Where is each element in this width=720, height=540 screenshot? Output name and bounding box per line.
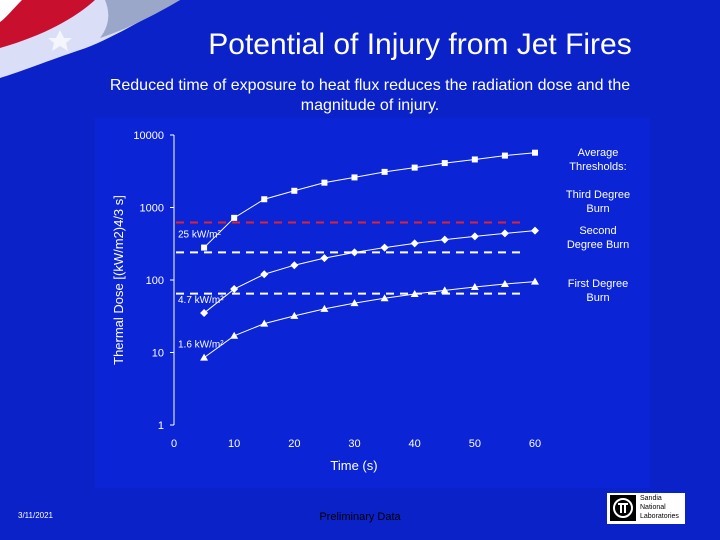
x-tick-label: 50: [469, 438, 481, 450]
y-tick-label: 10: [152, 348, 164, 360]
preliminary-data-note: Preliminary Data: [319, 511, 401, 523]
x-tick-label: 40: [409, 438, 421, 450]
series-label: 1.6 kW/m²: [178, 340, 224, 351]
data-point-triangle: [260, 319, 269, 327]
data-point-diamond: [410, 239, 419, 248]
data-point-square: [291, 187, 298, 194]
data-point-triangle: [320, 304, 329, 312]
x-tick-label: 10: [228, 438, 240, 450]
data-point-diamond: [350, 248, 359, 257]
data-point-triangle: [200, 353, 209, 361]
data-point-triangle: [470, 283, 479, 291]
data-point-square: [321, 179, 328, 186]
data-point-diamond: [290, 261, 299, 270]
series-line: [203, 230, 536, 314]
x-tick-label: 0: [171, 438, 177, 450]
data-point-triangle: [230, 331, 239, 339]
sandia-logo: Sandia National Laboratories: [607, 493, 685, 524]
data-point-triangle: [380, 294, 389, 302]
data-point-diamond: [500, 229, 509, 238]
legend-entry: First Degree Burn: [568, 278, 629, 304]
slide-date: 3/11/2021: [18, 511, 53, 520]
data-point-square: [231, 214, 238, 221]
x-tick-label: 20: [288, 438, 300, 450]
slide-subtitle: Reduced time of exposure to heat flux re…: [109, 77, 631, 114]
data-point-square: [261, 196, 268, 203]
data-point-triangle: [500, 280, 509, 288]
data-point-diamond: [320, 254, 329, 263]
data-point-triangle: [290, 311, 299, 319]
data-point-diamond: [531, 226, 539, 235]
data-point-diamond: [470, 232, 479, 241]
data-point-diamond: [380, 243, 389, 252]
data-point-triangle: [350, 299, 359, 307]
data-point-square: [201, 244, 208, 251]
flag-emblem: [0, 0, 180, 78]
x-tick-label: 30: [348, 438, 360, 450]
data-point-diamond: [440, 235, 449, 244]
series-line: [203, 152, 536, 248]
data-point-square: [351, 174, 358, 181]
data-point-square: [471, 156, 478, 163]
data-point-square: [381, 168, 388, 175]
data-point-square: [411, 164, 418, 171]
y-axis-title: Thermal Dose [(kW/m2)4/3 s]: [111, 195, 126, 365]
sandia-logo-mark: [610, 495, 636, 521]
y-tick-label: 1: [158, 420, 164, 432]
legend-heading: Average Thresholds:: [569, 147, 626, 173]
y-tick-label: 10000: [133, 130, 164, 142]
series-label: 4.7 kW/m²: [178, 295, 224, 306]
data-point-square: [501, 152, 508, 159]
legend-entry: Third Degree Burn: [566, 189, 630, 215]
data-point-triangle: [440, 286, 449, 294]
sandia-logo-text: Sandia National Laboratories: [640, 495, 679, 520]
x-tick-label: 60: [529, 438, 541, 450]
data-point-diamond: [230, 285, 239, 294]
data-point-square: [441, 160, 448, 167]
thermal-dose-chart: Thermal Dose [(kW/m2)4/3 s] Time (s) 1 10…: [95, 118, 650, 488]
data-point-triangle: [531, 277, 539, 285]
series-label: 25 kW/m²: [178, 230, 221, 241]
y-tick-label: 100: [146, 275, 164, 287]
slide-title: Potential of Injury from Jet Fires: [208, 28, 632, 61]
series-line: [203, 281, 536, 359]
data-point-diamond: [260, 270, 269, 279]
legend-entry: Second Degree Burn: [567, 225, 629, 251]
x-axis-title: Time (s): [330, 458, 377, 473]
data-point-diamond: [200, 309, 209, 318]
data-point-square: [532, 149, 538, 156]
data-point-triangle: [410, 290, 419, 298]
y-tick-label: 1000: [140, 203, 164, 215]
chart-background: [95, 118, 650, 488]
